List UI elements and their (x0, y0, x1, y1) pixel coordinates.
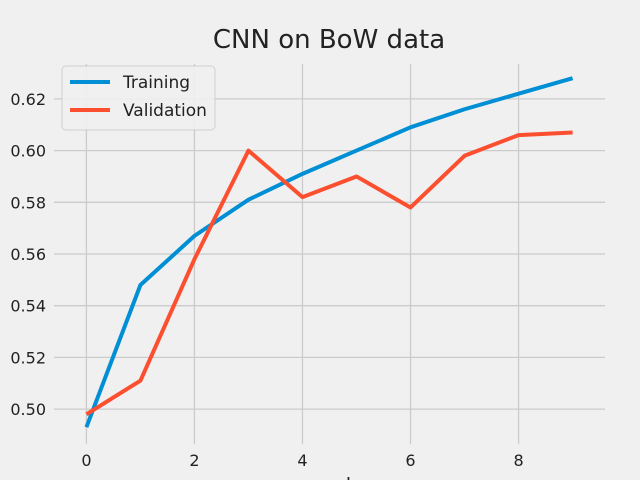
x-tick-label: 0 (81, 451, 91, 470)
x-tick-label: 4 (297, 451, 307, 470)
y-tick-label: 0.62 (10, 90, 46, 109)
y-tick-label: 0.60 (10, 142, 46, 161)
x-tick-label: 6 (405, 451, 415, 470)
y-tick-label: 0.50 (10, 400, 46, 419)
x-tick-labels: 0 2 4 6 8 (81, 451, 523, 470)
legend-label-training: Training (122, 73, 190, 93)
x-tick-label: 8 (513, 451, 523, 470)
series-line-training (84, 76, 574, 428)
y-tick-label: 0.56 (10, 245, 46, 264)
y-tick-label: 0.54 (10, 297, 46, 316)
x-tick-label: 2 (189, 451, 199, 470)
y-tick-label: 0.58 (10, 193, 46, 212)
y-tick-labels: 0.50 0.52 0.54 0.56 0.58 0.60 0.62 (10, 90, 46, 419)
legend: Training Validation (61, 65, 216, 131)
y-tick-label: 0.52 (10, 348, 46, 367)
x-axis-label: epoch (300, 474, 358, 480)
series-line-validation (85, 130, 573, 416)
chart-title: CNN on BoW data (213, 25, 445, 55)
series-lines (84, 76, 574, 428)
legend-label-validation: Validation (123, 101, 207, 121)
